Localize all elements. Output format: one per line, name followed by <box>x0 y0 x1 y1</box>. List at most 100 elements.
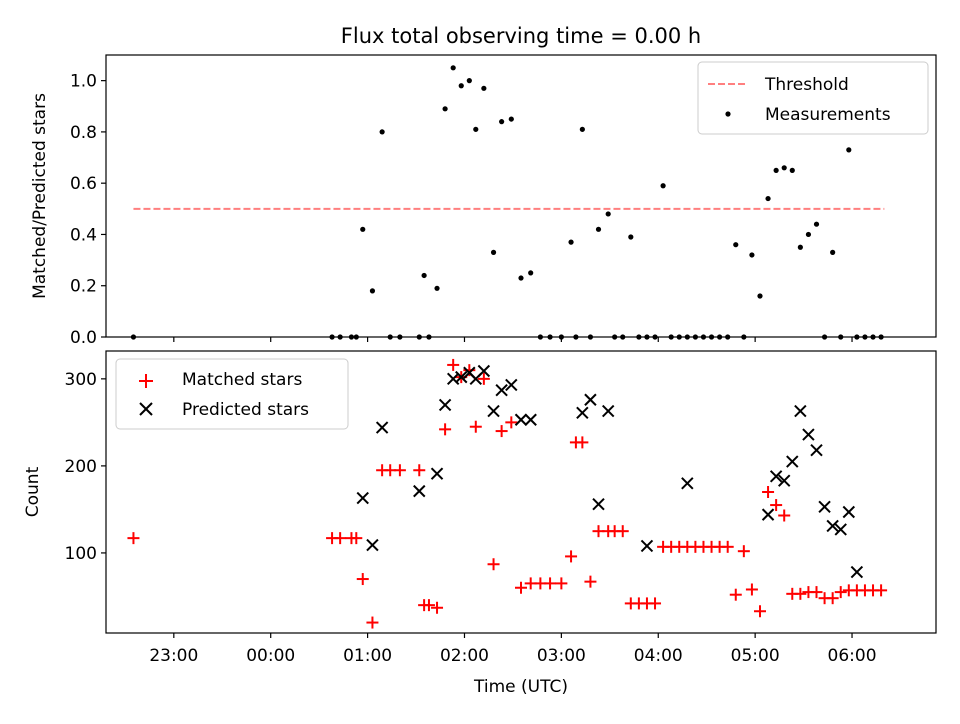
predicted-star-point <box>761 508 775 521</box>
measurement-point <box>442 106 448 112</box>
predicted-star-point <box>524 413 537 426</box>
predicted-star-point <box>826 519 839 533</box>
measurement-point <box>490 249 497 255</box>
matched-star-point <box>721 540 734 553</box>
figure-title: Flux total observing time = 0.00 h <box>341 24 701 48</box>
matched-legend-marker <box>139 374 153 388</box>
matched-star-point <box>366 616 379 629</box>
matched-star-point <box>834 586 847 599</box>
measurement-point <box>369 288 376 294</box>
measurement-point <box>773 167 779 173</box>
matched-star-point <box>447 358 460 371</box>
measurement-point <box>458 83 464 89</box>
count-panel: 100 200 300 23:00 00:00 01:00 02:00 03:00 04:00 0… <box>23 350 937 697</box>
measurement-point <box>830 249 836 255</box>
x-tick-label: 00:00 <box>246 646 295 666</box>
matched-star-point <box>422 599 435 612</box>
predicted-star-point <box>356 491 369 505</box>
measurement-point <box>765 195 771 202</box>
measurement-point <box>568 239 574 245</box>
matched-star-point <box>356 573 369 586</box>
matched-star-point <box>762 486 775 498</box>
ratio-y-tick-label: 0.8 <box>70 123 97 143</box>
measurement-point <box>789 167 795 173</box>
predicted-star-point <box>438 398 452 412</box>
predicted-star-point <box>430 467 444 480</box>
measurement-point <box>813 221 820 227</box>
measurement-point <box>579 126 585 132</box>
matched-star-point <box>745 583 758 596</box>
matched-star-point <box>794 587 807 600</box>
measurement-point <box>660 183 666 189</box>
predicted-star-point <box>477 364 491 378</box>
measurement-point <box>781 165 787 171</box>
matched-star-point <box>616 525 629 538</box>
matched-star-point <box>413 464 426 477</box>
measurement-point <box>379 129 385 135</box>
predicted-star-point <box>842 505 856 519</box>
x-axis-label: Time (UTC) <box>473 677 568 697</box>
count-y-tick-label: 200 <box>65 457 97 477</box>
matched-star-point <box>495 425 508 438</box>
matched-star-point <box>477 372 490 385</box>
ratio-panel: 0.0 0.2 0.4 0.6 0.8 1.0 Matched/Predicted sta… <box>30 54 937 348</box>
predicted-star-point <box>584 393 597 406</box>
measurements-legend-label: Measurements <box>765 105 891 125</box>
matched-star-point <box>576 436 589 449</box>
predicted-star-point <box>802 428 815 441</box>
predicted-star-point <box>794 404 807 418</box>
measurement-point <box>733 242 739 248</box>
measurement-point <box>757 293 763 299</box>
measurement-point <box>528 270 534 276</box>
predicted-star-point <box>769 470 783 483</box>
predicted-star-point <box>514 413 528 426</box>
matched-star-point <box>737 545 750 558</box>
measurement-point <box>846 147 852 153</box>
matched-star-point <box>770 499 783 512</box>
measurement-point <box>797 244 803 250</box>
predicted-star-point <box>366 538 379 552</box>
matched-star-point <box>350 532 363 545</box>
x-tick-label: 06:00 <box>828 646 877 666</box>
measurement-point <box>805 231 812 238</box>
matched-star-point <box>487 558 500 571</box>
predicted-star-point <box>778 474 791 487</box>
predicted-star-point <box>601 404 615 418</box>
ratio-y-tick-label: 0.6 <box>70 174 97 194</box>
matched-star-point <box>505 416 518 429</box>
x-tick-label: 04:00 <box>634 646 683 666</box>
measurement-point <box>605 211 611 217</box>
matched-star-point <box>729 588 742 601</box>
measurement-point <box>421 272 427 279</box>
count-y-tick-label: 100 <box>65 544 97 564</box>
measurement-point <box>466 78 472 84</box>
x-tick-label: 05:00 <box>731 646 780 666</box>
matched-star-point <box>555 577 568 590</box>
count-y-axis-label: Count <box>23 466 43 517</box>
measurement-point <box>508 116 514 122</box>
predicted-legend-label: Predicted stars <box>182 400 309 420</box>
x-tick-label: 03:00 <box>537 646 586 666</box>
ratio-plot-frame <box>105 54 937 338</box>
count-plot-frame <box>105 350 937 634</box>
x-tick-label: 02:00 <box>440 646 489 666</box>
matched-star-point <box>127 532 140 545</box>
measurement-point <box>518 275 524 281</box>
measurement-point <box>628 234 634 240</box>
measurements-legend-marker <box>725 111 731 117</box>
ratio-y-tick-label: 0.2 <box>70 277 97 297</box>
matched-star-point <box>826 592 839 605</box>
predicted-star-point <box>786 455 799 468</box>
matched-star-point <box>810 586 823 599</box>
matched-star-point <box>431 601 444 614</box>
matched-star-point <box>393 464 406 477</box>
measurement-point <box>499 119 505 125</box>
matched-star-point <box>753 605 766 618</box>
measurement-point <box>434 285 440 291</box>
matched-star-point <box>584 575 597 588</box>
ratio-legend-box <box>697 61 929 135</box>
predicted-star-point <box>640 539 654 553</box>
predicted-star-point <box>810 444 823 457</box>
matched-star-point <box>469 420 482 433</box>
